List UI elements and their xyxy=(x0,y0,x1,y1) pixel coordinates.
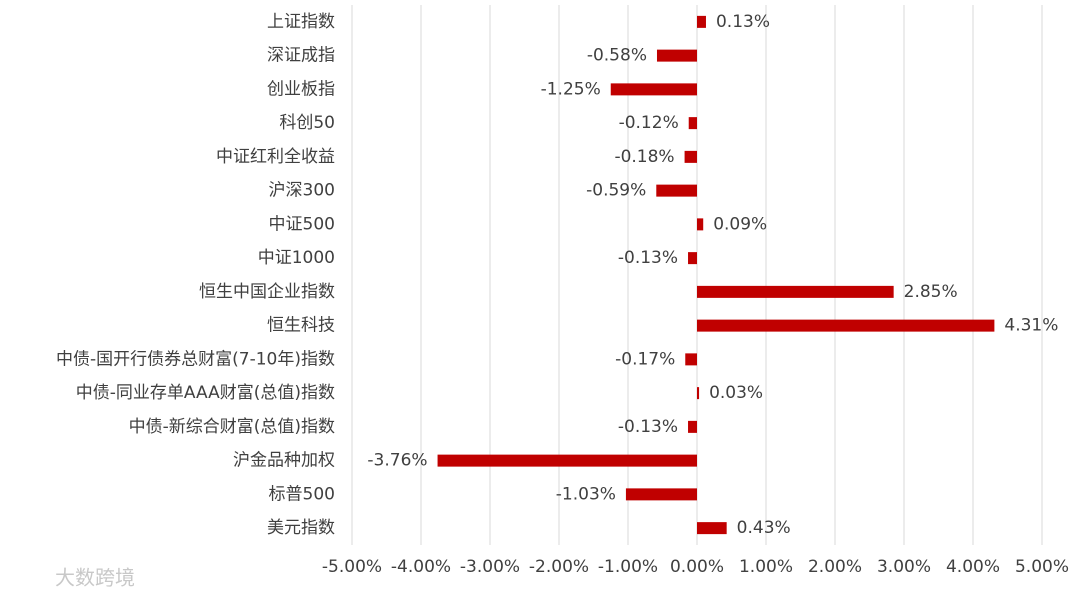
bar xyxy=(437,454,697,467)
x-tick-label: 0.00% xyxy=(670,557,724,577)
y-tick-label: 深证成指 xyxy=(267,46,335,66)
y-tick-label: 沪深300 xyxy=(269,181,335,201)
data-label: 0.43% xyxy=(737,518,791,538)
y-tick-label: 科创50 xyxy=(279,113,335,133)
bar xyxy=(656,184,697,197)
bar xyxy=(697,285,894,298)
data-label: 0.13% xyxy=(716,12,770,32)
y-tick-label: 恒生科技 xyxy=(267,316,335,336)
x-tick-label: 5.00% xyxy=(1015,557,1069,577)
x-tick-label: 4.00% xyxy=(946,557,1000,577)
x-tick-label: -5.00% xyxy=(322,557,382,577)
y-tick-label: 中债-国开行债券总财富(7-10年)指数 xyxy=(56,349,335,369)
data-label: 4.31% xyxy=(1004,316,1058,336)
y-tick-label: 中证500 xyxy=(269,214,335,234)
bar xyxy=(684,150,697,163)
x-tick-label: -2.00% xyxy=(529,557,589,577)
y-tick-label: 恒生中国企业指数 xyxy=(199,282,335,302)
y-tick-label: 中证红利全收益 xyxy=(216,147,335,167)
bar xyxy=(688,420,697,433)
bar xyxy=(697,218,704,231)
x-tick-label: 1.00% xyxy=(739,557,793,577)
y-tick-label: 上证指数 xyxy=(267,12,335,32)
data-label: -0.13% xyxy=(618,417,678,437)
bar xyxy=(610,83,697,96)
y-tick-label: 创业板指 xyxy=(267,79,335,99)
data-label: 0.09% xyxy=(713,214,767,234)
bar xyxy=(688,117,697,130)
x-tick-label: -3.00% xyxy=(460,557,520,577)
bar xyxy=(625,488,697,501)
data-label: -0.12% xyxy=(619,113,679,133)
data-label: -1.25% xyxy=(541,79,601,99)
y-tick-label: 中债-新综合财富(总值)指数 xyxy=(129,417,335,437)
data-label: -0.17% xyxy=(615,349,675,369)
data-label: -0.13% xyxy=(618,248,678,268)
y-tick-label: 美元指数 xyxy=(267,518,335,538)
data-label: 2.85% xyxy=(904,282,958,302)
y-tick-label: 中证1000 xyxy=(258,248,335,268)
bar xyxy=(697,15,706,28)
data-label: -1.03% xyxy=(556,484,616,504)
y-tick-label: 中债-同业存单AAA财富(总值)指数 xyxy=(76,383,335,403)
data-label: -3.76% xyxy=(367,451,427,471)
bar xyxy=(697,387,700,400)
x-tick-label: 3.00% xyxy=(877,557,931,577)
bar xyxy=(656,49,697,62)
x-tick-label: -1.00% xyxy=(598,557,658,577)
bar xyxy=(685,353,697,366)
x-tick-label: -4.00% xyxy=(391,557,451,577)
watermark: 大数跨境 xyxy=(55,566,135,590)
data-label: 0.03% xyxy=(709,383,763,403)
data-label: -0.59% xyxy=(586,181,646,201)
bar xyxy=(697,319,995,332)
x-tick-label: 2.00% xyxy=(808,557,862,577)
data-label: -0.18% xyxy=(614,147,674,167)
bar xyxy=(688,252,697,265)
y-tick-label: 标普500 xyxy=(269,484,335,504)
bar xyxy=(697,522,727,535)
data-label: -0.58% xyxy=(587,46,647,66)
y-tick-label: 沪金品种加权 xyxy=(233,451,335,471)
